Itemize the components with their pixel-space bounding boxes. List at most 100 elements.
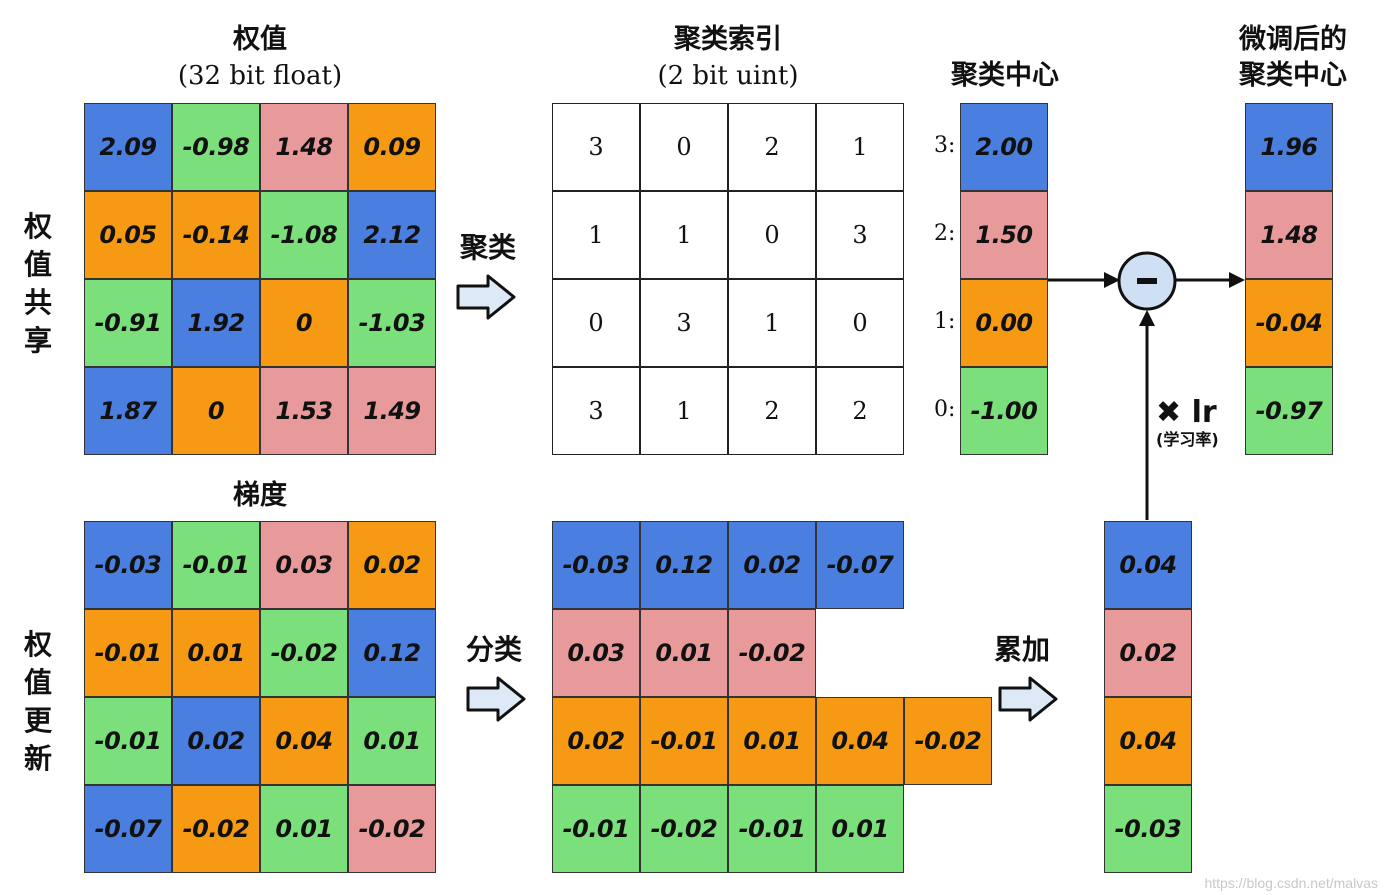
group-arrow-icon	[466, 676, 526, 722]
gradient-cell: 0.02	[172, 697, 260, 785]
gradient-cell: -0.02	[172, 785, 260, 873]
weight-cell: 2.12	[348, 191, 436, 279]
finetuned-title-line1: 微调后的	[1239, 24, 1347, 55]
weights-title-text: 权值	[233, 24, 287, 55]
centroid-index-label: 0:	[934, 397, 956, 422]
centroid-index-label: 2:	[934, 221, 956, 246]
reduced-gradient-cell: -0.03	[1104, 785, 1192, 873]
reduce-arrow-icon	[998, 676, 1058, 722]
cluster-index-title: 聚类索引 (2 bit uint)	[552, 22, 904, 94]
grouped-gradient-cell: 0.03	[552, 609, 640, 697]
gradient-cell: -0.01	[84, 609, 172, 697]
finetuned-centroid-cell: -0.97	[1245, 367, 1333, 455]
gradient-cell: 0.01	[348, 697, 436, 785]
centroid-to-minus-arrowhead	[1104, 272, 1120, 288]
gradient-cell: 0.01	[172, 609, 260, 697]
grouped-gradient-cell: 0.01	[728, 697, 816, 785]
minus-to-finetuned-arrowhead	[1229, 272, 1245, 288]
grouped-gradient-cell: -0.02	[640, 785, 728, 873]
weight-sharing-label: 权 值 共 享	[18, 208, 58, 360]
cluster-index-cell: 1	[552, 191, 640, 279]
grouped-gradient-cell: -0.01	[728, 785, 816, 873]
reduced-gradient-cell: 0.04	[1104, 697, 1192, 785]
reduced-to-minus-arrowhead	[1139, 310, 1155, 326]
weight-cell: -0.14	[172, 191, 260, 279]
centroid-cell: 1.50	[960, 191, 1048, 279]
centroid-cell: -1.00	[960, 367, 1048, 455]
centroid-index-label: 1:	[934, 309, 956, 334]
cluster-index-cell: 1	[728, 279, 816, 367]
centroid-index-label: 3:	[934, 133, 956, 158]
gradient-title: 梯度	[84, 478, 436, 514]
cluster-index-cell: 2	[728, 367, 816, 455]
weight-cell: 1.48	[260, 103, 348, 191]
gradient-title-text: 梯度	[233, 480, 287, 511]
cluster-op-label: 聚类	[460, 231, 517, 264]
weight-update-char: 更	[23, 704, 52, 737]
weights-subtitle: (32 bit float)	[177, 61, 343, 91]
centroids-title: 聚类中心	[930, 58, 1080, 94]
weight-sharing-char: 享	[23, 324, 52, 357]
cluster-index-cell: 3	[552, 367, 640, 455]
grouped-gradient-cell: 0.12	[640, 521, 728, 609]
cluster-index-cell: 0	[552, 279, 640, 367]
weight-update-char: 新	[23, 742, 52, 775]
weight-cell: 1.53	[260, 367, 348, 455]
weight-update-char: 权	[23, 628, 52, 661]
reduced-gradient-cell: 0.04	[1104, 521, 1192, 609]
cluster-index-cell: 0	[816, 279, 904, 367]
cluster-index-subtitle: (2 bit uint)	[657, 61, 799, 91]
grouped-gradient-cell: -0.03	[552, 521, 640, 609]
grouped-gradient-cell: -0.01	[552, 785, 640, 873]
grouped-gradient-cell: -0.01	[640, 697, 728, 785]
weight-cell: -1.08	[260, 191, 348, 279]
weight-sharing-char: 权	[23, 210, 52, 243]
cluster-index-cell: 0	[728, 191, 816, 279]
centroid-cell: 0.00	[960, 279, 1048, 367]
cluster-index-cell: 1	[816, 103, 904, 191]
grouped-gradient-cell: -0.07	[816, 521, 904, 609]
weight-sharing-char: 共	[23, 286, 52, 319]
lr-symbol: ✖ lr	[1156, 395, 1217, 430]
grouped-gradient-cell: 0.02	[552, 697, 640, 785]
gradient-cell: -0.03	[84, 521, 172, 609]
gradient-cell: 0.02	[348, 521, 436, 609]
centroid-cell: 2.00	[960, 103, 1048, 191]
weights-title: 权值 (32 bit float)	[84, 22, 436, 94]
minus-sign-icon	[1137, 278, 1157, 284]
finetuned-title-line2: 聚类中心	[1239, 60, 1347, 91]
weight-cell: 1.92	[172, 279, 260, 367]
grouped-gradient-cell: 0.01	[816, 785, 904, 873]
reduce-op-label: 累加	[994, 633, 1051, 666]
watermark: https://blog.csdn.net/malvas	[1204, 875, 1378, 891]
weight-cell: 0.05	[84, 191, 172, 279]
centroids-title-text: 聚类中心	[951, 60, 1059, 91]
gradient-cell: -0.01	[172, 521, 260, 609]
grouped-gradient-cell: 0.02	[728, 521, 816, 609]
gradient-cell: -0.02	[260, 609, 348, 697]
gradient-cell: 0.04	[260, 697, 348, 785]
cluster-index-cell: 3	[552, 103, 640, 191]
weight-sharing-char: 值	[23, 248, 52, 281]
cluster-arrow-icon	[456, 274, 516, 320]
cluster-index-cell: 3	[640, 279, 728, 367]
weight-cell: 2.09	[84, 103, 172, 191]
weight-update-char: 值	[23, 666, 52, 699]
cluster-index-cell: 2	[816, 367, 904, 455]
grouped-gradient-cell: -0.02	[728, 609, 816, 697]
gradient-cell: -0.07	[84, 785, 172, 873]
weight-cell: 0	[260, 279, 348, 367]
weight-cell: 0	[172, 367, 260, 455]
weight-cell: 1.87	[84, 367, 172, 455]
finetuned-centroid-cell: 1.48	[1245, 191, 1333, 279]
gradient-cell: 0.01	[260, 785, 348, 873]
grouped-gradient-cell: 0.01	[640, 609, 728, 697]
group-op-label: 分类	[466, 633, 523, 666]
finetuned-centroid-cell: 1.96	[1245, 103, 1333, 191]
cluster-index-cell: 2	[728, 103, 816, 191]
weight-cell: -0.91	[84, 279, 172, 367]
grouped-gradient-cell: 0.04	[816, 697, 904, 785]
gradient-cell: -0.01	[84, 697, 172, 785]
cluster-index-cell: 1	[640, 367, 728, 455]
